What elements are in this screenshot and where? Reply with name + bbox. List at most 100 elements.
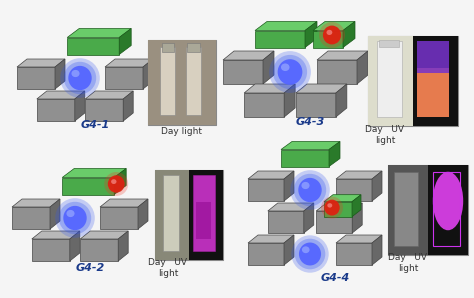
Text: G4-1: G4-1 [81, 120, 109, 130]
Bar [377, 41, 402, 117]
Polygon shape [55, 59, 65, 89]
Polygon shape [316, 203, 362, 211]
Polygon shape [336, 171, 382, 179]
Bar [388, 165, 468, 255]
Polygon shape [248, 235, 294, 243]
Ellipse shape [278, 59, 302, 85]
Bar [379, 40, 399, 47]
Ellipse shape [292, 235, 328, 273]
Polygon shape [119, 29, 131, 55]
Bar [189, 170, 223, 260]
Ellipse shape [321, 197, 343, 219]
Polygon shape [123, 91, 133, 121]
Bar [433, 172, 460, 246]
Text: Day   UV
light: Day UV light [148, 258, 188, 278]
Bar [368, 36, 458, 126]
Ellipse shape [64, 62, 96, 94]
Polygon shape [268, 203, 314, 211]
Text: G4-2: G4-2 [75, 263, 105, 273]
Polygon shape [62, 178, 114, 195]
Polygon shape [248, 171, 294, 179]
Ellipse shape [68, 66, 91, 90]
Polygon shape [324, 195, 361, 202]
Ellipse shape [301, 182, 310, 189]
Bar [413, 36, 458, 126]
Text: Day   UV
light: Day UV light [365, 125, 404, 145]
Polygon shape [114, 168, 126, 195]
Polygon shape [244, 84, 295, 93]
Ellipse shape [298, 178, 322, 202]
Polygon shape [324, 202, 352, 217]
Polygon shape [281, 150, 329, 167]
Polygon shape [284, 84, 295, 117]
Polygon shape [67, 29, 131, 38]
Polygon shape [248, 243, 284, 265]
Ellipse shape [64, 206, 87, 230]
Bar [148, 40, 216, 125]
Polygon shape [138, 199, 148, 229]
Polygon shape [50, 199, 60, 229]
Polygon shape [12, 199, 60, 207]
Polygon shape [85, 99, 123, 121]
Ellipse shape [319, 22, 345, 48]
Polygon shape [304, 203, 314, 233]
Bar [163, 176, 180, 251]
Polygon shape [313, 21, 355, 30]
Bar [186, 47, 201, 115]
Bar [148, 40, 216, 125]
Ellipse shape [104, 172, 128, 196]
Ellipse shape [323, 26, 341, 44]
Polygon shape [248, 179, 284, 201]
Text: G4-3: G4-3 [295, 117, 325, 127]
Polygon shape [352, 195, 361, 217]
Polygon shape [343, 21, 355, 47]
Bar [368, 36, 413, 126]
Polygon shape [223, 51, 274, 60]
Ellipse shape [299, 243, 321, 266]
Polygon shape [316, 211, 352, 233]
Bar [394, 172, 419, 246]
Polygon shape [67, 38, 119, 55]
Text: Day   UV
light: Day UV light [389, 253, 428, 273]
Polygon shape [118, 231, 128, 261]
Polygon shape [143, 59, 153, 89]
Polygon shape [336, 84, 347, 117]
Ellipse shape [111, 179, 117, 184]
Polygon shape [284, 171, 294, 201]
Polygon shape [336, 179, 372, 201]
Polygon shape [32, 239, 70, 261]
Polygon shape [281, 142, 340, 150]
Polygon shape [263, 51, 274, 84]
Polygon shape [284, 235, 294, 265]
Polygon shape [80, 239, 118, 261]
Polygon shape [85, 91, 133, 99]
Ellipse shape [433, 172, 463, 230]
Polygon shape [372, 235, 382, 265]
Ellipse shape [324, 200, 340, 215]
Polygon shape [317, 51, 368, 60]
Ellipse shape [328, 203, 332, 208]
Polygon shape [37, 99, 75, 121]
Polygon shape [357, 51, 368, 84]
Polygon shape [244, 93, 284, 117]
Polygon shape [305, 21, 317, 47]
Polygon shape [105, 59, 153, 67]
Bar [388, 165, 428, 255]
Polygon shape [255, 21, 317, 30]
Ellipse shape [59, 202, 91, 234]
Polygon shape [255, 30, 305, 47]
Bar [155, 170, 189, 260]
Bar [196, 201, 211, 239]
Ellipse shape [60, 58, 100, 98]
Ellipse shape [295, 239, 325, 269]
Polygon shape [336, 243, 372, 265]
Text: G4-4: G4-4 [320, 273, 350, 283]
Polygon shape [70, 231, 80, 261]
Bar [160, 47, 175, 115]
Polygon shape [62, 168, 126, 178]
Polygon shape [100, 207, 138, 229]
Ellipse shape [327, 30, 332, 35]
Bar [193, 176, 215, 251]
Text: Day light: Day light [162, 128, 202, 136]
Polygon shape [313, 30, 343, 47]
